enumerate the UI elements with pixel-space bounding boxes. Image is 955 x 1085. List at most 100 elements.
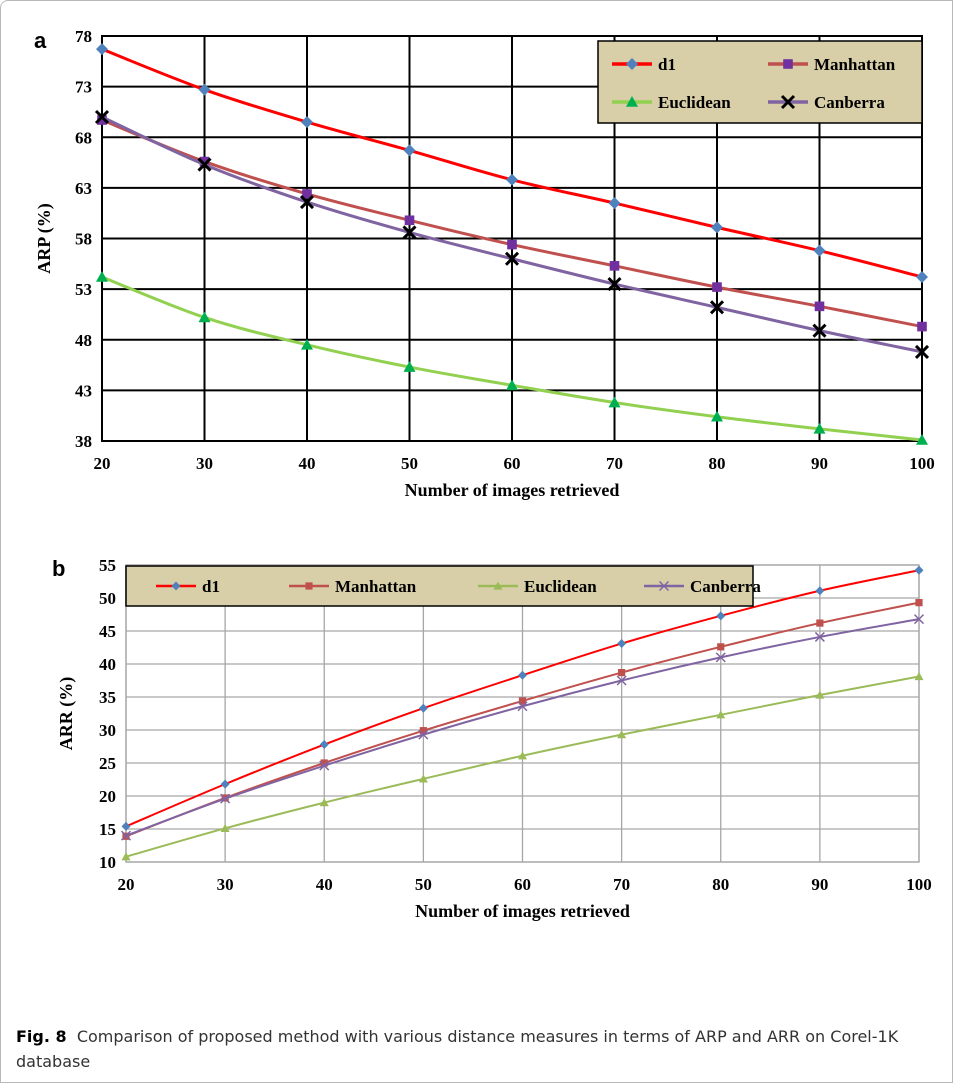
y-tick-label: 68 bbox=[75, 128, 92, 147]
legend-label-manhattan: Manhattan bbox=[335, 577, 417, 596]
data-point-euclidean bbox=[914, 672, 924, 681]
legend-label-euclidean: Euclidean bbox=[524, 577, 597, 596]
data-point-d1 bbox=[813, 244, 826, 257]
panel-label-b: b bbox=[52, 556, 66, 581]
data-point-d1 bbox=[418, 703, 428, 713]
y-tick-label: 25 bbox=[99, 754, 116, 773]
x-tick-label: 20 bbox=[118, 875, 135, 894]
data-point-euclidean bbox=[403, 361, 416, 372]
y-axis-title: ARR (%) bbox=[56, 677, 77, 751]
data-point-euclidean bbox=[617, 730, 627, 739]
legend-marker-d1 bbox=[626, 58, 638, 70]
y-tick-label: 50 bbox=[99, 589, 116, 608]
legend-label-d1: d1 bbox=[202, 577, 220, 596]
data-point-manhattan bbox=[302, 189, 312, 199]
y-tick-label: 63 bbox=[75, 179, 92, 198]
x-tick-label: 90 bbox=[811, 875, 828, 894]
data-point-euclidean bbox=[813, 422, 826, 434]
y-tick-label: 48 bbox=[75, 331, 92, 350]
data-point-canberra bbox=[709, 300, 725, 315]
data-point-manhattan bbox=[97, 115, 107, 125]
data-point-euclidean bbox=[815, 690, 825, 699]
x-tick-label: 100 bbox=[906, 875, 932, 894]
data-point-euclidean bbox=[518, 751, 527, 760]
data-point-canberra bbox=[715, 652, 726, 663]
data-point-manhattan bbox=[915, 599, 923, 607]
y-tick-label: 58 bbox=[75, 230, 92, 249]
data-point-d1 bbox=[506, 173, 518, 186]
data-point-d1 bbox=[916, 270, 928, 283]
data-point-canberra bbox=[504, 251, 520, 266]
data-point-canberra bbox=[418, 729, 429, 740]
data-point-d1 bbox=[301, 116, 313, 129]
x-tick-label: 30 bbox=[217, 875, 234, 894]
y-tick-label: 15 bbox=[99, 820, 116, 839]
data-point-euclidean bbox=[506, 379, 518, 391]
data-point-manhattan bbox=[518, 697, 527, 705]
legend-label-manhattan: Manhattan bbox=[814, 55, 896, 74]
legend-label-canberra: Canberra bbox=[814, 93, 885, 112]
data-point-manhattan bbox=[419, 727, 427, 735]
data-point-canberra bbox=[94, 109, 110, 125]
data-point-d1 bbox=[815, 586, 825, 596]
data-point-canberra bbox=[319, 760, 330, 771]
data-point-euclidean bbox=[916, 433, 928, 445]
data-point-canberra bbox=[299, 194, 315, 210]
y-tick-label: 78 bbox=[75, 27, 92, 46]
data-point-d1 bbox=[716, 611, 726, 621]
data-point-manhattan bbox=[618, 668, 626, 677]
x-axis-title: Number of images retrieved bbox=[415, 901, 630, 921]
y-tick-label: 10 bbox=[99, 853, 116, 872]
y-tick-label: 35 bbox=[99, 688, 116, 707]
x-tick-label: 30 bbox=[196, 454, 213, 473]
data-point-d1 bbox=[711, 221, 723, 234]
data-point-canberra bbox=[616, 675, 627, 686]
data-point-d1 bbox=[608, 197, 621, 210]
legend-marker-d1 bbox=[171, 581, 181, 591]
chart-arp: 38 43 48 53 58 63 68 73 78 20 30 40 50 60 70 80 90 100 Num… bbox=[34, 27, 935, 500]
legend-marker-euclidean bbox=[493, 581, 503, 590]
x-tick-label: 50 bbox=[401, 454, 418, 473]
data-point-canberra bbox=[517, 701, 528, 712]
x-tick-label: 40 bbox=[299, 454, 316, 473]
y-tick-label: 55 bbox=[99, 556, 116, 575]
caption-text: Comparison of proposed method with vario… bbox=[16, 1027, 899, 1071]
data-point-d1 bbox=[198, 83, 211, 96]
x-tick-label: 20 bbox=[94, 454, 111, 473]
data-point-d1 bbox=[319, 740, 329, 750]
legend-label-d1: d1 bbox=[658, 55, 676, 74]
legend-label-euclidean: Euclidean bbox=[658, 93, 731, 112]
data-point-d1 bbox=[96, 43, 108, 56]
y-axis-title: ARP (%) bbox=[34, 203, 55, 274]
y-tick-label: 30 bbox=[99, 721, 116, 740]
data-point-d1 bbox=[914, 565, 924, 575]
data-point-euclidean bbox=[96, 270, 108, 282]
data-point-manhattan bbox=[717, 643, 725, 651]
data-point-d1 bbox=[403, 144, 416, 157]
data-point-euclidean bbox=[319, 798, 329, 807]
data-point-canberra bbox=[812, 323, 827, 338]
data-point-canberra bbox=[913, 614, 925, 625]
data-point-canberra bbox=[197, 157, 212, 172]
data-point-canberra bbox=[220, 793, 231, 804]
legend-marker-manhattan bbox=[783, 59, 793, 69]
y-tick-label: 73 bbox=[75, 78, 92, 97]
y-tick-label: 38 bbox=[75, 432, 92, 451]
x-tick-label: 60 bbox=[514, 875, 531, 894]
y-tick-label: 43 bbox=[75, 381, 92, 400]
x-axis-title: Number of images retrieved bbox=[405, 480, 620, 500]
x-tick-label: 80 bbox=[712, 875, 729, 894]
data-point-euclidean bbox=[220, 823, 230, 832]
chart-arr: 10 15 20 25 30 35 40 45 50 55 20 30 40 50 60 70 80 90 100 N… bbox=[56, 556, 932, 921]
data-point-canberra bbox=[607, 277, 622, 292]
x-tick-label: 60 bbox=[504, 454, 521, 473]
y-tick-label: 20 bbox=[99, 787, 116, 806]
panel-label-a: a bbox=[34, 28, 47, 53]
x-tick-label: 100 bbox=[909, 454, 935, 473]
data-point-manhattan bbox=[199, 156, 210, 167]
x-tick-label: 40 bbox=[316, 875, 333, 894]
data-point-manhattan bbox=[609, 261, 620, 271]
legend-marker-euclidean bbox=[626, 96, 638, 107]
legend-marker-canberra bbox=[780, 94, 796, 110]
x-tick-label: 70 bbox=[613, 875, 630, 894]
